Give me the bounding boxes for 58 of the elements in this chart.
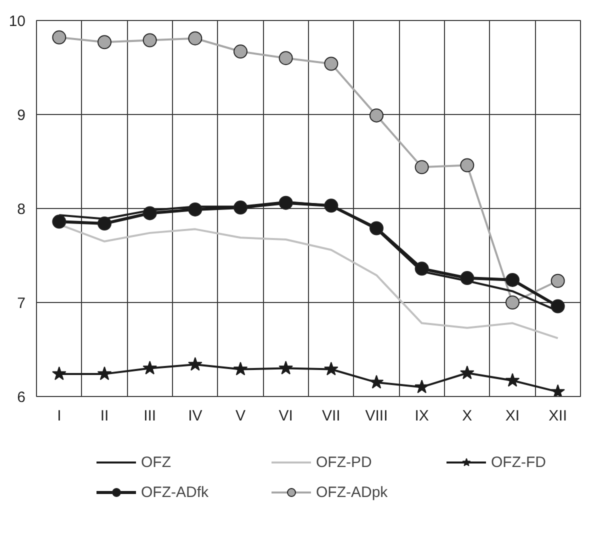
point — [414, 262, 429, 276]
y-tick-label: 10 — [8, 13, 26, 30]
point — [52, 30, 66, 44]
point — [460, 366, 474, 380]
point — [324, 362, 338, 376]
point — [550, 274, 565, 288]
x-tick-label: I — [57, 408, 62, 424]
point — [324, 198, 338, 213]
point — [278, 51, 293, 66]
point — [233, 362, 248, 376]
point — [52, 214, 66, 229]
y-tick-label: 8 — [17, 201, 26, 218]
point — [98, 216, 112, 231]
x-tick-label: VIII — [365, 408, 388, 424]
point — [506, 296, 520, 310]
point — [278, 360, 293, 374]
x-tick-label: III — [144, 408, 156, 424]
point — [414, 160, 429, 174]
x-tick-label: XII — [548, 408, 568, 424]
point — [142, 360, 157, 374]
y-tick-label: 9 — [17, 107, 26, 124]
point — [324, 56, 338, 71]
legend-label: OFZ-PD — [316, 454, 373, 470]
x-tick-label: IX — [414, 408, 429, 424]
point — [278, 196, 293, 210]
point — [188, 357, 202, 371]
point — [550, 299, 565, 314]
point — [414, 380, 429, 394]
point — [188, 202, 202, 216]
point — [506, 272, 520, 287]
point — [370, 221, 384, 236]
x-tick-label: XI — [505, 408, 520, 424]
point — [98, 35, 112, 50]
point — [550, 384, 565, 396]
legend-label: OFZ-FD — [491, 454, 547, 470]
legend-label: OFZ-ADfk — [141, 484, 210, 500]
x-tick-label: VI — [278, 408, 293, 424]
point — [52, 366, 66, 380]
y-tick-label: 7 — [17, 295, 26, 312]
legend-label: OFZ — [141, 454, 172, 470]
x-tick-label: V — [236, 408, 246, 424]
point — [369, 374, 384, 389]
x-tick-label: VII — [322, 408, 340, 424]
point — [505, 373, 520, 387]
point — [460, 158, 474, 172]
x-tick-label: II — [100, 408, 109, 424]
point — [188, 31, 202, 46]
point — [370, 108, 384, 122]
point — [142, 206, 157, 220]
point — [460, 271, 474, 286]
point — [142, 33, 157, 48]
point — [97, 366, 112, 380]
point — [234, 44, 248, 59]
x-tick-label: IV — [188, 408, 202, 424]
point — [234, 200, 248, 215]
x-tick-label: X — [462, 408, 472, 424]
y-tick-label: 6 — [17, 389, 26, 406]
legend-label: OFZ-ADpk — [316, 484, 389, 500]
